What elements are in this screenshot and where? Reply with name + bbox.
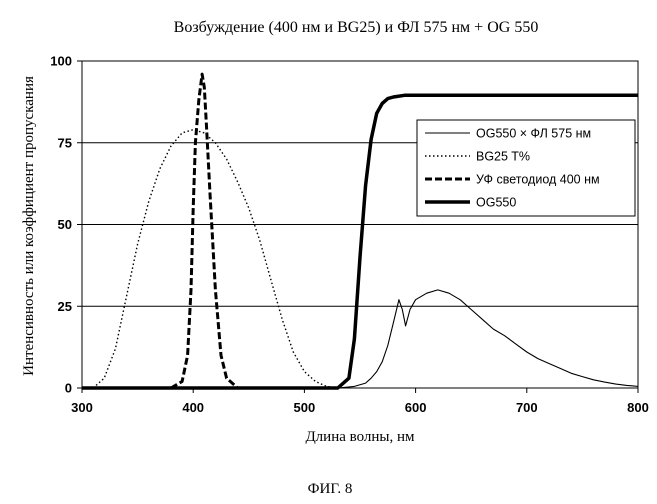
y-axis-label: Интенсивность или коэффициент пропускани… xyxy=(21,76,37,376)
x-tick-label: 800 xyxy=(627,400,649,415)
y-tick-label: 50 xyxy=(58,217,72,232)
y-tick-label: 25 xyxy=(58,299,72,314)
x-tick-label: 500 xyxy=(294,400,316,415)
x-tick-label: 300 xyxy=(71,400,93,415)
chart-title: Возбуждение (400 нм и BG25) и ФЛ 575 нм … xyxy=(174,19,539,36)
y-tick-label: 75 xyxy=(58,135,72,150)
figure-caption: ФИГ. 8 xyxy=(308,481,353,497)
x-axis-label: Длина волны, нм xyxy=(305,429,415,445)
y-axis-ticks: 0 25 50 75 100 xyxy=(50,54,82,396)
uv-led-series-line xyxy=(171,74,260,388)
legend-item-bg25-label: BG25 T% xyxy=(476,150,530,164)
y-tick-label: 100 xyxy=(50,54,72,69)
legend-item-uv-led-label: УФ светодиод 400 нм xyxy=(476,173,600,187)
og550-fl-series-line xyxy=(338,290,638,388)
legend: OG550 × ФЛ 575 нм BG25 T% УФ светодиод 400… xyxy=(417,120,635,216)
x-tick-label: 700 xyxy=(516,400,538,415)
legend-item-og550-label: OG550 xyxy=(476,196,516,210)
y-tick-label: 0 xyxy=(65,381,72,396)
x-tick-label: 600 xyxy=(405,400,427,415)
bg25-series-line xyxy=(93,130,338,388)
legend-item-og550-fl-label: OG550 × ФЛ 575 нм xyxy=(476,127,591,141)
x-axis-ticks: 300 400 500 600 700 800 xyxy=(71,388,649,415)
x-tick-label: 400 xyxy=(182,400,204,415)
